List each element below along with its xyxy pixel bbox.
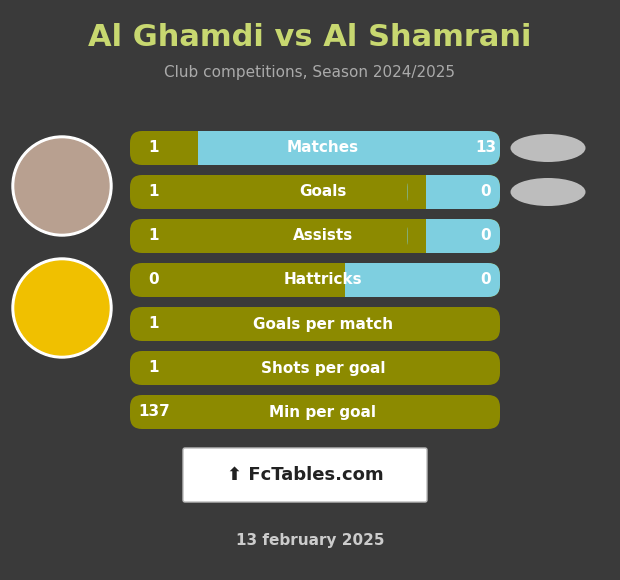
FancyBboxPatch shape — [183, 448, 427, 502]
Text: Assists: Assists — [293, 229, 353, 244]
FancyBboxPatch shape — [327, 263, 345, 297]
FancyBboxPatch shape — [130, 263, 500, 297]
Text: ⬆ FcTables.com: ⬆ FcTables.com — [227, 466, 383, 484]
Text: Goals: Goals — [299, 184, 347, 200]
Text: Min per goal: Min per goal — [270, 404, 376, 419]
Text: Goals per match: Goals per match — [253, 317, 393, 332]
Ellipse shape — [510, 178, 585, 206]
Text: Shots per goal: Shots per goal — [260, 361, 385, 375]
Text: 0: 0 — [149, 273, 159, 288]
FancyBboxPatch shape — [130, 175, 500, 209]
Text: 137: 137 — [138, 404, 170, 419]
Ellipse shape — [510, 134, 585, 162]
Text: 13: 13 — [476, 140, 497, 155]
Text: 13 february 2025: 13 february 2025 — [236, 532, 384, 548]
FancyBboxPatch shape — [178, 131, 198, 165]
Text: 1: 1 — [149, 229, 159, 244]
Circle shape — [12, 258, 112, 358]
Circle shape — [12, 136, 112, 236]
FancyBboxPatch shape — [407, 219, 425, 253]
FancyBboxPatch shape — [327, 263, 500, 297]
Text: 1: 1 — [149, 317, 159, 332]
FancyBboxPatch shape — [130, 351, 500, 385]
FancyBboxPatch shape — [130, 307, 500, 341]
Circle shape — [15, 261, 109, 355]
Text: 0: 0 — [480, 273, 491, 288]
Text: 1: 1 — [149, 184, 159, 200]
FancyBboxPatch shape — [407, 219, 500, 253]
FancyBboxPatch shape — [407, 175, 425, 209]
Text: Matches: Matches — [287, 140, 359, 155]
Circle shape — [15, 139, 109, 233]
FancyBboxPatch shape — [130, 131, 500, 165]
Text: 1: 1 — [149, 361, 159, 375]
Text: Hattricks: Hattricks — [283, 273, 362, 288]
Text: 0: 0 — [480, 229, 491, 244]
Text: Club competitions, Season 2024/2025: Club competitions, Season 2024/2025 — [164, 64, 456, 79]
Text: Al Ghamdi vs Al Shamrani: Al Ghamdi vs Al Shamrani — [88, 24, 532, 53]
Text: 0: 0 — [480, 184, 491, 200]
FancyBboxPatch shape — [178, 131, 500, 165]
FancyBboxPatch shape — [407, 175, 500, 209]
FancyBboxPatch shape — [130, 395, 500, 429]
FancyBboxPatch shape — [130, 219, 500, 253]
Text: 1: 1 — [149, 140, 159, 155]
